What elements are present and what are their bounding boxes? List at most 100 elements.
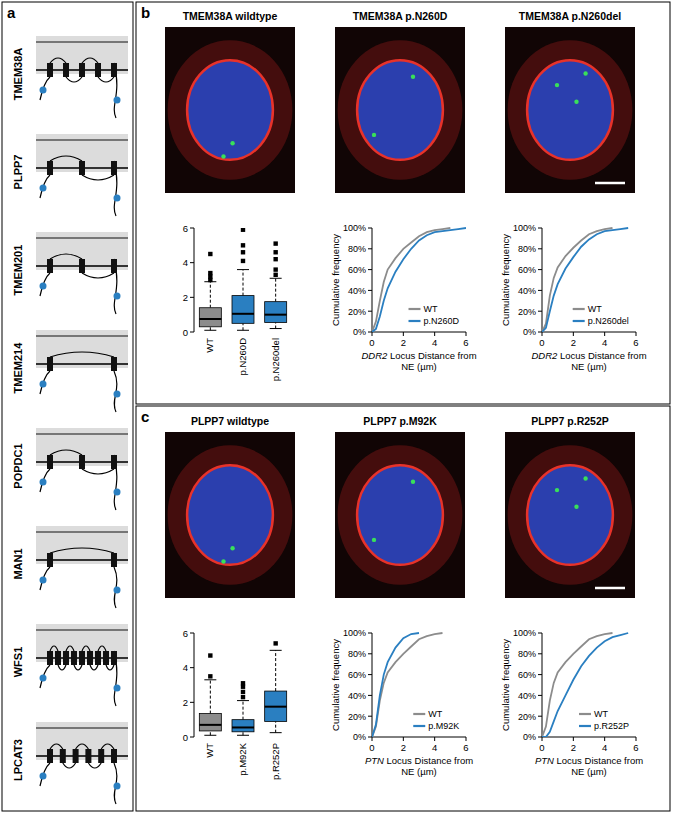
marks [542,633,628,737]
locus-signal [221,559,225,563]
transmembrane-segment [47,63,53,77]
y-tick-label: 80% [518,244,536,254]
x-axis-title: PTN Locus Distance fromNE (µm) [365,755,473,777]
tail [40,665,50,688]
y-tick [368,269,372,270]
category-label: WT [204,338,215,353]
cdf-line [372,633,419,737]
x-axis-title-line: NE (µm) [401,361,437,372]
x-tick-label: 0 [539,742,544,753]
x-tick-label: 0 [369,742,374,753]
x-tick [573,737,574,741]
panel-frame [136,2,670,404]
transmembrane-segment [47,161,53,175]
x-tick [542,737,543,741]
y-axis [194,228,195,332]
outer-membrane [36,139,128,141]
nucleus [357,465,443,565]
y-tick [190,702,194,703]
y-tick-label: 80% [348,649,366,659]
transmembrane-segment [73,749,79,763]
x-axis [372,332,466,333]
tail [40,77,50,100]
topology-schematic: LPCAT3 [12,722,128,804]
loop [58,665,66,670]
y-tick-label: 0% [523,732,536,742]
transmembrane-segment [98,749,104,763]
image-background [335,432,465,598]
cytoplasm [338,445,463,584]
y-tick-label: 4 [183,257,188,268]
micrograph [165,27,295,193]
word: from [625,350,647,361]
outlier [208,653,212,657]
box [199,714,221,731]
word: from [451,755,473,766]
y-tick [368,290,372,291]
variant-site [40,773,47,780]
scale-bar [595,587,625,590]
x-tick-label: 6 [633,742,638,753]
variant-site [40,283,47,290]
loop [106,665,114,670]
marks [199,641,286,735]
transmembrane-segment [71,651,77,665]
y-tick [538,311,542,312]
word: from [455,350,477,361]
tail [40,763,50,786]
y-axis-title: Cumulative frequency [500,639,511,731]
whisker-cap [237,330,249,331]
variant-site [114,195,121,202]
x-axis-title-line: NE (µm) [571,361,607,372]
transmembrane-segment [111,357,117,371]
box [199,308,221,327]
y-tick [190,633,194,634]
transmembrane-segment [79,259,85,273]
y-tick [368,653,372,654]
y-axis-title: Cumulative frequency [500,234,511,326]
y-tick-label: 40% [348,691,366,701]
y-axis-title: Cumulative frequency [330,234,341,326]
image-background [505,27,635,193]
x-tick [604,737,605,741]
word: Distance [585,350,625,361]
y-tick-label: 100% [513,628,536,638]
whisker [275,650,276,691]
box-plot: 0246WTp.M92Kp.R252P [183,628,287,780]
whisker-cap [237,700,249,701]
y-tick-label: 20% [518,712,536,722]
scale-bar [595,182,625,185]
outlier [273,257,277,261]
median [232,313,254,315]
transmembrane-segment [103,651,109,665]
topology-schematic: TMEM201 [12,232,128,314]
transmembrane-segment [55,651,61,665]
protein-name: TMEM214 [12,342,24,394]
locus-signal [230,141,234,145]
y-axis [542,228,543,332]
micrograph [335,27,465,193]
y-tick [538,332,542,333]
loop [50,548,114,553]
outlier [241,259,245,263]
x-tick [573,332,574,336]
transmembrane-segment [47,553,53,567]
y-tick-label: 100% [513,223,536,233]
x-tick [604,332,605,336]
transmembrane-segment [79,651,85,665]
legend-label: p.R252P [594,721,629,731]
y-tick [368,311,372,312]
y-tick [368,633,372,634]
topology-schematic: TMEM214 [12,330,128,412]
y-tick [190,228,194,229]
loop [82,175,114,180]
box [232,720,254,732]
x-axis-title-line: DDR2 Locus Distance from [361,350,476,361]
transmembrane-segment [111,63,117,77]
nucleus [527,465,613,565]
word: (µm) [584,766,606,777]
x-tick [372,332,373,336]
transmembrane-segment [87,651,93,665]
transmembrane-segment [85,749,91,763]
nucleus [187,60,273,160]
